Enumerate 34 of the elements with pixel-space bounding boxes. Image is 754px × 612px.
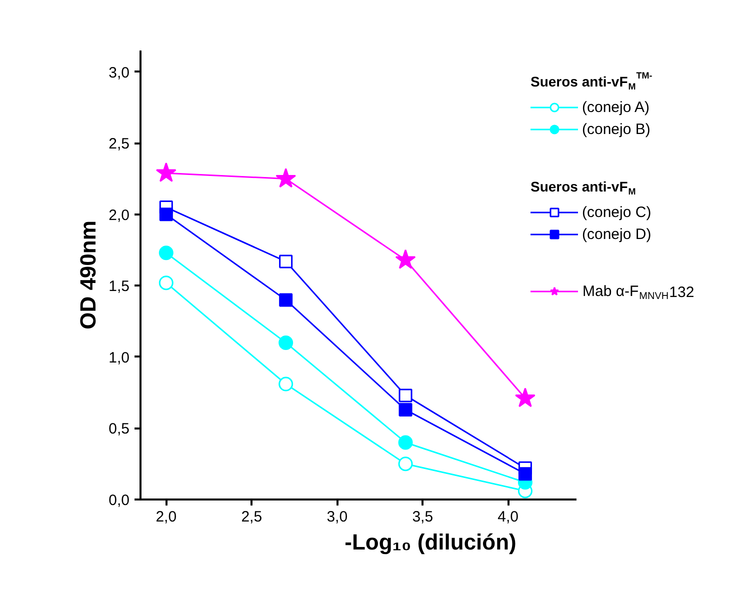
y-tick-label: 0,5 — [108, 420, 130, 438]
y-tick-label: 0,0 — [108, 492, 130, 509]
point — [156, 162, 176, 182]
x-axis-title: -Log₁₀ (dilución) — [344, 530, 516, 554]
point — [398, 435, 413, 450]
x-tick-label: 2,0 — [156, 508, 177, 526]
point — [159, 208, 173, 222]
x-tick-label: 3,0 — [326, 508, 348, 526]
legend-label: (conejo B) — [582, 120, 650, 138]
y-tick-label: 1,0 — [108, 349, 130, 366]
point — [398, 388, 412, 402]
y-tick-label: 3,0 — [108, 64, 130, 82]
y-tick-label: 2,0 — [108, 206, 130, 224]
legend-label: (conejo A) — [582, 98, 650, 116]
point — [398, 402, 412, 416]
legend-label: (conejo C) — [582, 204, 652, 220]
legend-label: (conejo D) — [582, 226, 652, 242]
point — [279, 293, 293, 307]
point — [518, 467, 532, 481]
point — [514, 388, 536, 408]
y-axis-title: OD 490nm — [76, 220, 101, 330]
point — [395, 249, 416, 269]
point — [278, 376, 294, 392]
y-tick-label: 1,5 — [108, 278, 130, 296]
point — [278, 335, 294, 350]
point — [398, 456, 413, 472]
y-tick-label: 2,5 — [108, 136, 130, 153]
x-tick-label: 2,5 — [241, 508, 262, 526]
x-tick-label: 3,5 — [412, 508, 434, 526]
point — [279, 254, 293, 268]
x-tick-label: 4,0 — [498, 508, 519, 526]
point — [158, 246, 174, 260]
point — [158, 276, 174, 290]
point — [276, 168, 296, 188]
